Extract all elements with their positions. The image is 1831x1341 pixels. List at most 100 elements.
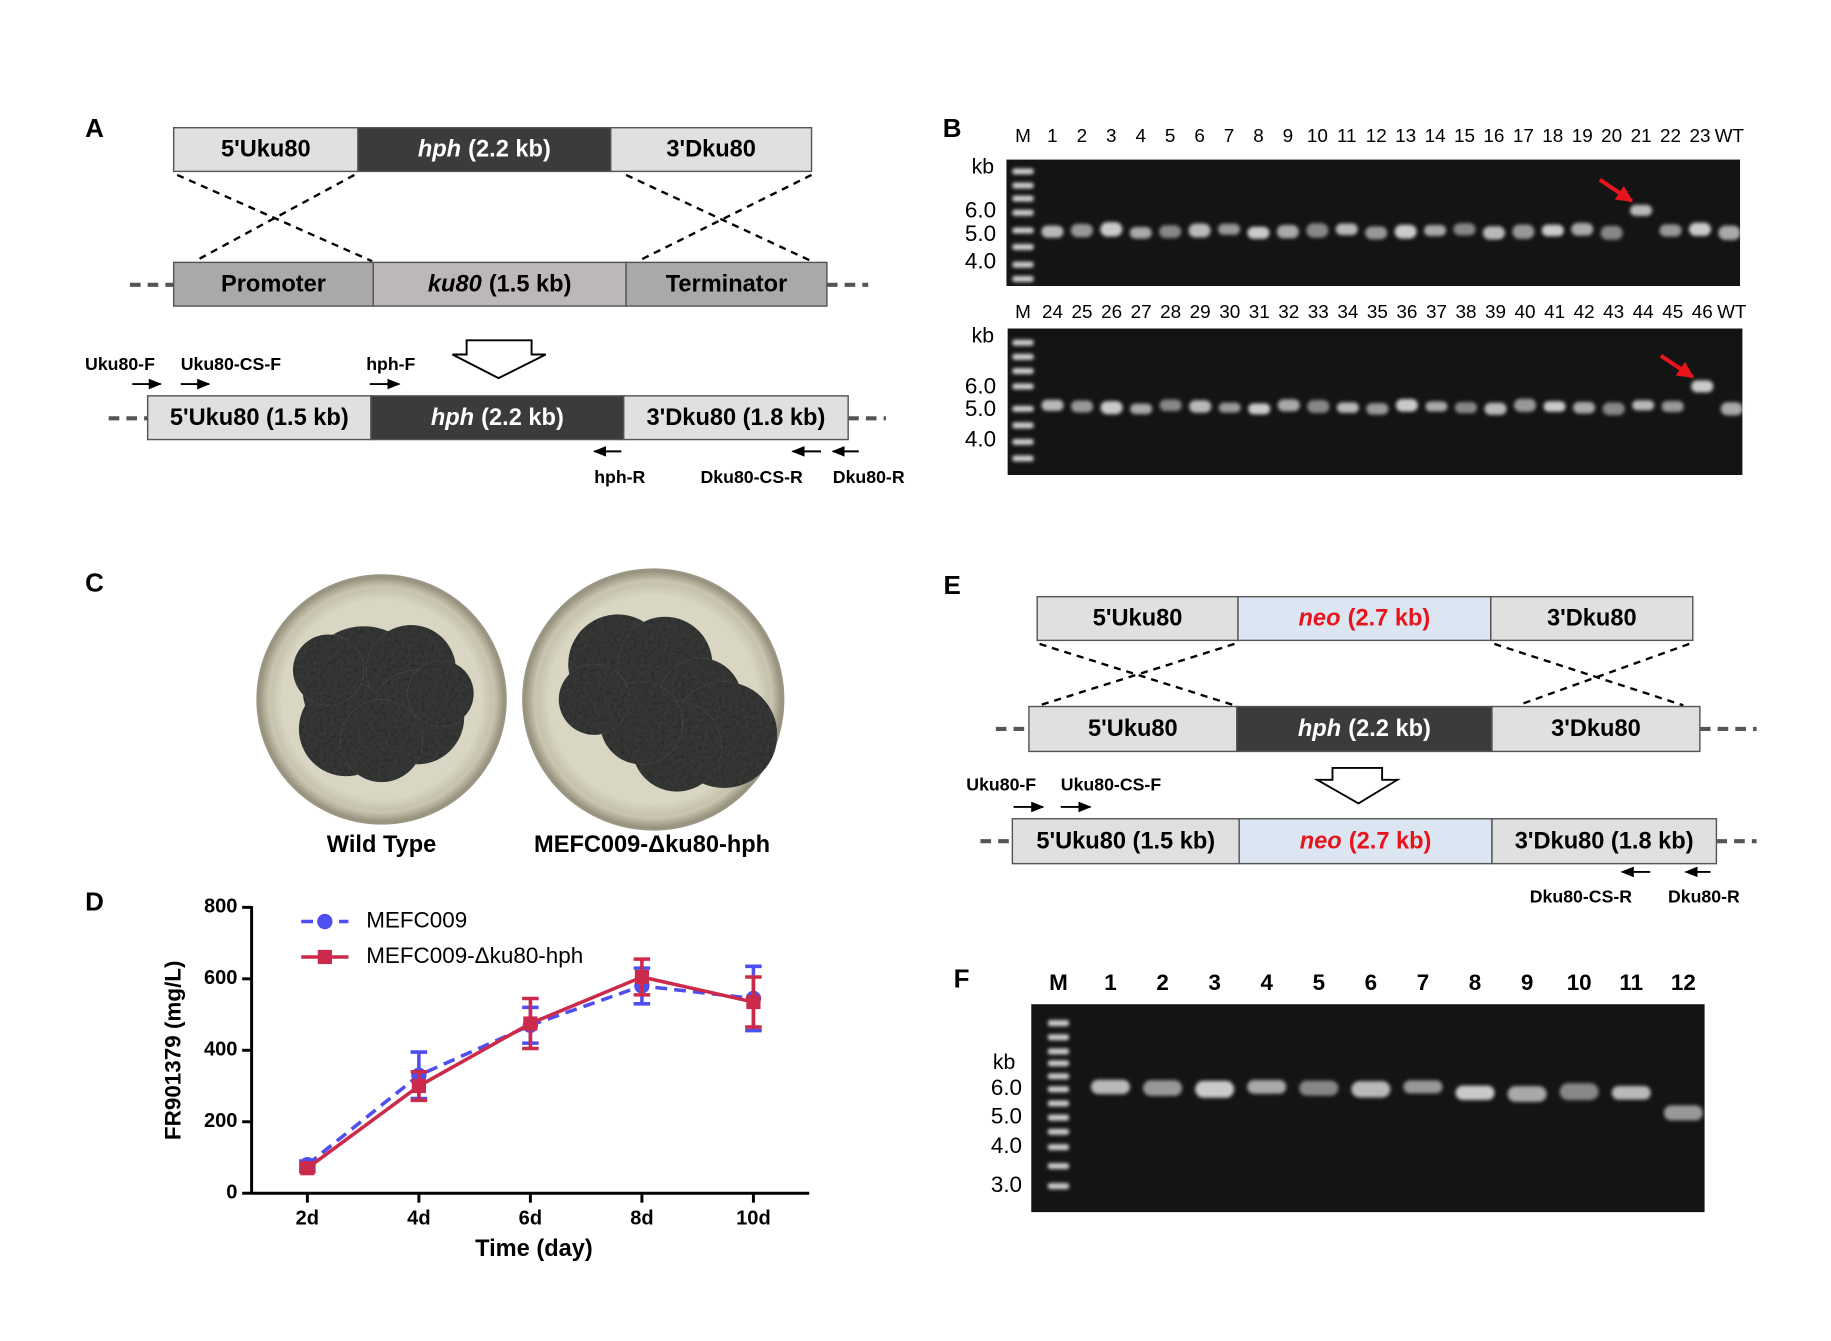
- segment-name: neo: [1299, 606, 1341, 632]
- colony: [340, 699, 423, 783]
- petri-rim: [267, 585, 496, 814]
- segment-size: (2.7 kb): [1349, 829, 1432, 855]
- segment: [1491, 705, 1701, 753]
- band: [1100, 401, 1123, 415]
- segment-name: hph: [418, 137, 461, 163]
- data-marker: [317, 949, 332, 965]
- petri-rim: [533, 579, 774, 820]
- segment: [1490, 595, 1694, 642]
- segment-name: hph: [431, 405, 474, 431]
- segment-name: 5'Uku80 (1.5 kb): [1036, 829, 1215, 855]
- colony: [292, 634, 364, 706]
- lane-label: 10: [1567, 970, 1592, 995]
- ladder-band: [1047, 1128, 1070, 1135]
- band: [1306, 223, 1329, 238]
- segment: [1011, 818, 1240, 865]
- primer-label: Dku80-CS-R: [701, 467, 804, 487]
- lane-label: 8: [1253, 126, 1264, 147]
- panel-label: F: [954, 963, 970, 993]
- lane-label: 12: [1366, 126, 1387, 147]
- segment-label: Terminator: [666, 272, 788, 298]
- process-arrow: [1313, 767, 1401, 805]
- band: [1484, 402, 1507, 415]
- x-tick-label: 8d: [630, 1208, 653, 1230]
- data-marker: [746, 994, 761, 1010]
- ladder-band: [1012, 244, 1034, 250]
- lane-label: 5: [1313, 970, 1325, 995]
- band: [1143, 1080, 1183, 1096]
- primer-label: Dku80-R: [833, 467, 905, 487]
- lane-label: 46: [1692, 302, 1713, 323]
- segment-name: ku80: [428, 272, 482, 298]
- data-marker: [634, 969, 650, 985]
- ladder-band: [1012, 182, 1034, 189]
- band: [1630, 204, 1653, 216]
- unit-label: kb: [972, 154, 994, 178]
- primer-label: Uku80-CS-F: [1061, 774, 1162, 794]
- marker-label: 4.0: [991, 1133, 1022, 1158]
- segment: [1238, 818, 1493, 865]
- lane-label: 43: [1603, 302, 1624, 323]
- band: [1129, 227, 1152, 239]
- marker-label: 5.0: [965, 221, 996, 246]
- ladder-band: [1012, 368, 1034, 374]
- band: [1335, 223, 1358, 236]
- lane-label: 44: [1633, 302, 1654, 323]
- ladder-band: [1012, 405, 1034, 412]
- lane-label: 40: [1515, 302, 1536, 323]
- segment-label: 5'Uku80: [1093, 606, 1183, 632]
- lane-label: 1: [1047, 126, 1058, 147]
- dashed-line: [1493, 642, 1684, 707]
- band: [1276, 225, 1299, 239]
- ladder-band: [1012, 261, 1034, 268]
- lane-label: 6: [1194, 126, 1205, 147]
- band: [1513, 398, 1537, 412]
- marker-label: 4.0: [965, 248, 996, 273]
- panel-label: D: [85, 887, 104, 917]
- ladder-band: [1047, 1034, 1070, 1041]
- band: [1559, 1083, 1599, 1101]
- ladder-band: [1012, 168, 1034, 175]
- lane-label: 16: [1483, 126, 1504, 147]
- band: [1455, 1085, 1495, 1100]
- marker-label: 6.0: [965, 374, 996, 399]
- segment-size: (1.5 kb): [489, 272, 572, 298]
- segment-label: ku80 (1.5 kb): [428, 272, 572, 298]
- lane-label: 36: [1396, 302, 1417, 323]
- lane-label: 33: [1308, 302, 1329, 323]
- gel: [1007, 328, 1743, 475]
- band: [1159, 399, 1182, 412]
- data-marker: [411, 1078, 426, 1094]
- band: [1195, 1080, 1235, 1098]
- segment: [172, 261, 374, 307]
- x-tick-label: 2d: [296, 1208, 319, 1230]
- lane-label: 1: [1104, 970, 1116, 995]
- ladder-band: [1047, 1163, 1070, 1170]
- segment-size: (2.2 kb): [468, 137, 551, 163]
- ladder-band: [1047, 1183, 1070, 1190]
- lane-label: 5: [1165, 126, 1176, 147]
- band: [1691, 380, 1714, 393]
- lane-label: M: [1015, 126, 1031, 147]
- segment-label: 3'Dku80 (1.8 kb): [647, 405, 826, 431]
- segment-name: 3'Dku80 (1.8 kb): [647, 405, 826, 431]
- y-tick-label: 600: [204, 967, 238, 989]
- lane-label: M: [1049, 970, 1068, 995]
- ladder-band: [1047, 1114, 1070, 1121]
- lane-label: 34: [1337, 302, 1358, 323]
- marker-label: 6.0: [991, 1075, 1022, 1100]
- segment-label: neo (2.7 kb): [1299, 606, 1431, 632]
- lane-label: 42: [1574, 302, 1595, 323]
- lane-label: 13: [1395, 126, 1416, 147]
- x-tick-label: 4d: [407, 1208, 430, 1230]
- segment: [146, 395, 372, 441]
- band: [1600, 225, 1623, 240]
- unit-label: kb: [993, 1050, 1015, 1074]
- ladder-band: [1012, 438, 1034, 445]
- segment-label: 5'Uku80: [221, 137, 311, 163]
- lane-label: 18: [1542, 126, 1563, 147]
- band: [1100, 222, 1123, 237]
- x-tick-label: 10d: [736, 1208, 771, 1230]
- band: [1217, 223, 1241, 235]
- band: [1159, 225, 1182, 239]
